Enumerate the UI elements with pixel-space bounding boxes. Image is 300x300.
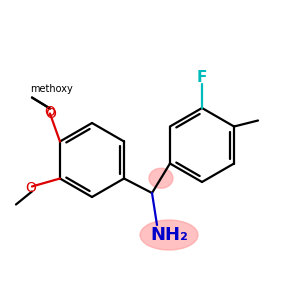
Ellipse shape: [149, 168, 173, 188]
Text: O: O: [44, 104, 56, 118]
Text: methoxy: methoxy: [30, 83, 73, 94]
Text: F: F: [197, 70, 207, 86]
Ellipse shape: [140, 220, 198, 250]
Text: O: O: [46, 106, 56, 121]
Text: NH₂: NH₂: [150, 226, 188, 244]
Text: O: O: [26, 181, 36, 194]
